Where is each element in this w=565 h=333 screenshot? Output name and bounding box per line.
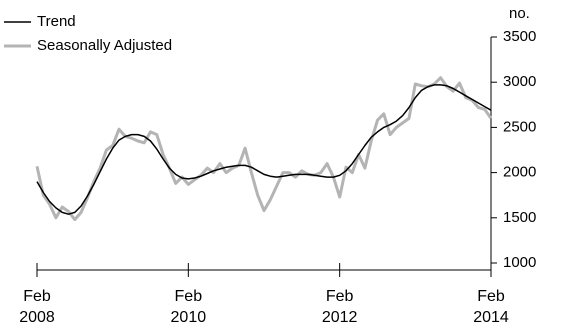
series-line bbox=[35, 76, 493, 222]
y-tick-label: 3000 bbox=[503, 73, 536, 90]
y-tick-label: 1000 bbox=[503, 254, 536, 271]
x-tick-label: Feb 2010 bbox=[170, 288, 207, 326]
y-tick-label: 3500 bbox=[503, 28, 536, 45]
y-tick-label: 2500 bbox=[503, 118, 536, 135]
legend-label: Seasonally Adjusted bbox=[37, 37, 172, 54]
series-line bbox=[36, 84, 492, 215]
y-tick-label: 1500 bbox=[503, 209, 536, 226]
unit-label: no. bbox=[509, 5, 530, 22]
x-tick-label: Feb 2008 bbox=[19, 288, 55, 326]
x-tick-label: Feb 2012 bbox=[321, 288, 358, 326]
x-tick-label: Feb 2014 bbox=[473, 288, 509, 326]
legend-label: Trend bbox=[37, 13, 76, 30]
y-tick-label: 2000 bbox=[503, 164, 536, 181]
